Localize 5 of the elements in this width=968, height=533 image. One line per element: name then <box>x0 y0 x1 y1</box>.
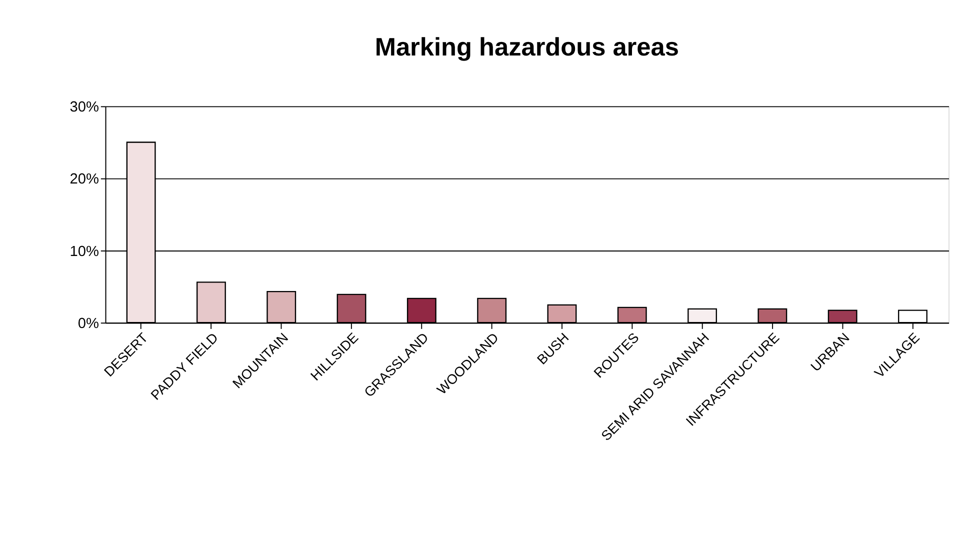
y-tick-label: 20% <box>70 172 99 188</box>
y-tick-label: 30% <box>70 100 99 116</box>
y-tick-label: 0% <box>78 316 99 332</box>
chart-title: Marking hazardous areas <box>374 34 679 62</box>
y-tick-label: 10% <box>70 244 99 260</box>
